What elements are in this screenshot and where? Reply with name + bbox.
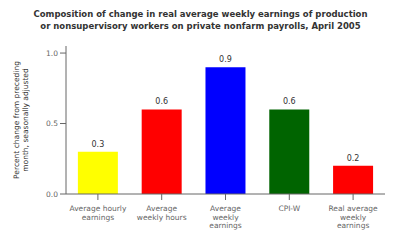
svg-text:0.6: 0.6 <box>283 97 296 106</box>
svg-text:1.0: 1.0 <box>46 49 58 58</box>
svg-text:Average hourlyearnings: Average hourlyearnings <box>69 204 126 222</box>
svg-text:0.5: 0.5 <box>46 119 58 128</box>
svg-text:Real averageweeklyearnings: Real averageweeklyearnings <box>328 204 378 230</box>
svg-text:0.6: 0.6 <box>155 97 168 106</box>
svg-text:0.2: 0.2 <box>347 154 360 163</box>
html-text:Composition of change in real: Composition of change in real average we… <box>33 9 368 19</box>
svg-text:Averageweekly hours: Averageweekly hours <box>137 204 187 222</box>
html-text:or nonsupervisory workers on p: or nonsupervisory workers on private non… <box>40 21 361 31</box>
svg-text:CPI-W: CPI-W <box>278 204 300 213</box>
svg-text:0.9: 0.9 <box>219 55 232 64</box>
svg-text:0.0: 0.0 <box>46 190 58 199</box>
svg-text:0.3: 0.3 <box>92 140 105 149</box>
svg-text:Averageweeklyearnings: Averageweeklyearnings <box>209 204 242 230</box>
svg-text:Percent change from precedingm: Percent change from precedingmonth, seas… <box>12 61 30 179</box>
